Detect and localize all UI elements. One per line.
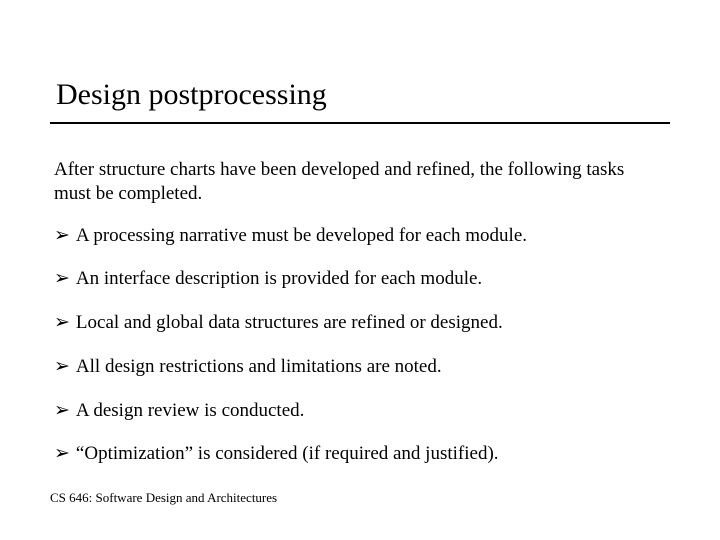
list-item: ➢ Local and global data structures are r… <box>54 311 666 335</box>
list-item: ➢ All design restrictions and limitation… <box>54 355 666 379</box>
list-item: ➢ An interface description is provided f… <box>54 267 666 291</box>
footer-text: CS 646: Software Design and Architecture… <box>50 490 277 506</box>
list-item: ➢ “Optimization” is considered (if requi… <box>54 442 666 466</box>
arrow-icon: ➢ <box>54 399 70 423</box>
bullet-text: “Optimization” is considered (if require… <box>76 442 499 466</box>
list-item: ➢ A design review is conducted. <box>54 399 666 423</box>
slide-title: Design postprocessing <box>50 78 670 124</box>
bullet-text: All design restrictions and limitations … <box>76 355 442 379</box>
intro-text: After structure charts have been develop… <box>50 158 670 206</box>
bullet-text: A processing narrative must be developed… <box>76 224 527 248</box>
list-item: ➢ A processing narrative must be develop… <box>54 224 666 248</box>
arrow-icon: ➢ <box>54 355 70 379</box>
bullet-text: An interface description is provided for… <box>76 267 482 291</box>
arrow-icon: ➢ <box>54 224 70 248</box>
bullet-text: Local and global data structures are ref… <box>76 311 503 335</box>
slide: Design postprocessing After structure ch… <box>0 0 720 540</box>
bullet-list: ➢ A processing narrative must be develop… <box>50 224 670 467</box>
arrow-icon: ➢ <box>54 311 70 335</box>
bullet-text: A design review is conducted. <box>76 399 304 423</box>
title-wrap: Design postprocessing <box>50 0 670 124</box>
arrow-icon: ➢ <box>54 442 70 466</box>
arrow-icon: ➢ <box>54 267 70 291</box>
